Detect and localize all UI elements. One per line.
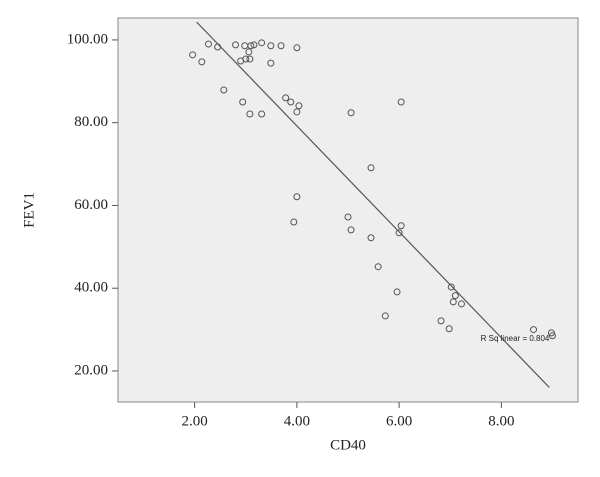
point [246,110,254,118]
y-tick-label: 60.00 [74,197,108,213]
x-tick-label: 8.00 [488,413,514,429]
x-tick-label: 4.00 [284,413,310,429]
point [367,234,375,242]
point [258,39,266,47]
point [232,41,240,49]
point [282,94,290,102]
point [374,263,382,271]
point [242,55,250,63]
annotation: R Sq linear = 0.804 [481,334,550,343]
point [367,164,375,172]
point [204,40,212,48]
y-tick-label: 80.00 [74,114,108,130]
point [457,300,465,308]
point [293,44,301,52]
x-axis-label: CD40 [330,437,366,453]
point [395,229,403,237]
point [198,58,206,66]
point [250,41,258,49]
point [295,102,303,110]
point [239,98,247,106]
plot-area [117,17,579,403]
point [189,51,197,59]
point [437,317,445,325]
point [397,98,405,106]
point [449,298,457,306]
point [447,283,455,291]
fit-line [196,21,550,388]
point [258,110,266,118]
point [267,59,275,67]
x-tick-label: 2.00 [182,413,208,429]
point [214,43,222,51]
point [245,48,253,56]
y-tick-label: 20.00 [74,362,108,378]
point [347,226,355,234]
point [247,42,255,50]
point [530,326,538,334]
point [287,98,295,106]
point [293,108,301,116]
x-tick-label: 6.00 [386,413,412,429]
y-tick-label: 100.00 [67,31,108,47]
point [290,218,298,226]
point [293,193,301,201]
point [381,312,389,320]
point [267,42,275,50]
point [220,86,228,94]
point [393,288,401,296]
y-axis-label: FEV1 [21,192,37,228]
point [397,222,405,230]
point [344,213,352,221]
point [246,55,254,63]
point [277,42,285,50]
point [451,292,459,300]
point [347,109,355,117]
point [547,329,555,337]
point [548,332,556,340]
y-tick-label: 40.00 [74,280,108,296]
point [445,325,453,333]
